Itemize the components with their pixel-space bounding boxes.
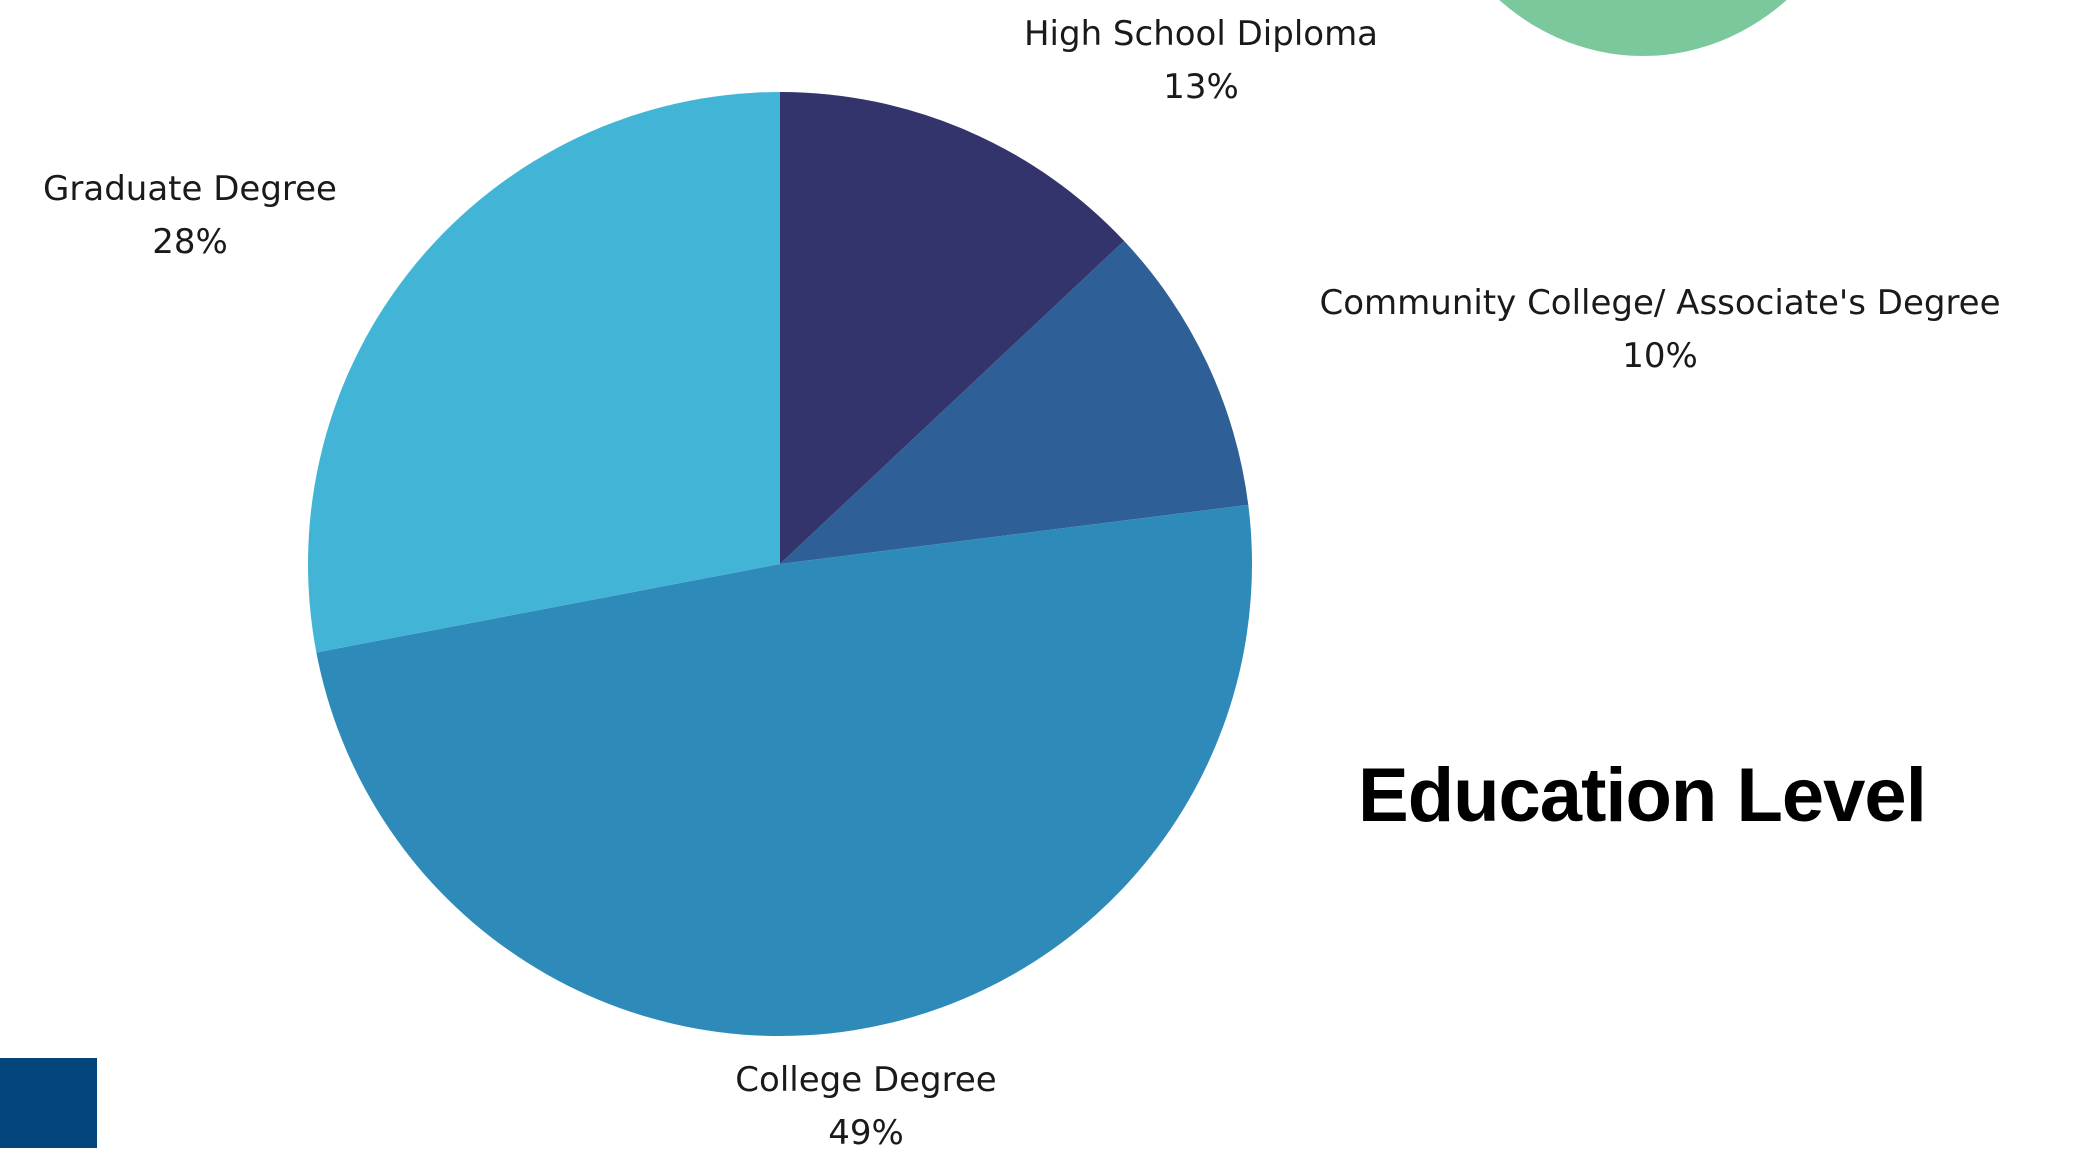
slice-label-name: Graduate Degree bbox=[43, 169, 337, 209]
slice-label-name: High School Diploma bbox=[1023, 14, 1379, 54]
pie-slice-community-college-associate-s-degree bbox=[780, 240, 1249, 564]
slice-label-community-college: Community College/ Associate's Degree 10… bbox=[1319, 277, 2000, 383]
pie-slice-high-school-diploma bbox=[780, 92, 1125, 564]
decorative-navy-square bbox=[0, 1058, 97, 1148]
slice-label-value: 28% bbox=[152, 222, 228, 262]
slice-label-name: Community College/ Associate's Degree bbox=[1319, 283, 2001, 323]
slice-label-graduate-degree: Graduate Degree 28% bbox=[43, 163, 337, 269]
pie-slice-graduate-degree bbox=[308, 92, 780, 653]
slice-label-name: College Degree bbox=[735, 1060, 997, 1100]
slice-label-high-school-diploma: High School Diploma 13% bbox=[1024, 8, 1378, 114]
slice-label-value: 10% bbox=[1622, 336, 1698, 376]
chart-title: Education Level bbox=[1358, 753, 1927, 838]
slice-label-value: 13% bbox=[1163, 67, 1239, 107]
slice-label-college-degree: College Degree 49% bbox=[735, 1054, 996, 1160]
pie-slice-college-degree bbox=[316, 504, 1253, 1037]
slice-label-value: 49% bbox=[828, 1113, 904, 1153]
